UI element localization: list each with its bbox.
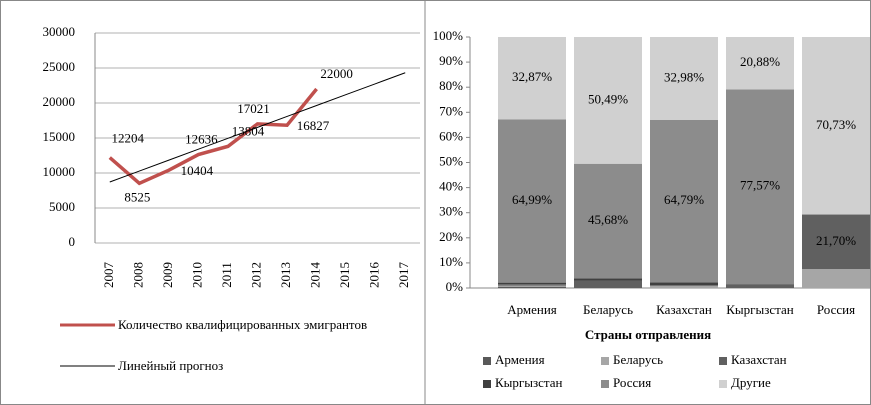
bar-segment [574, 37, 642, 164]
y-tick-label: 10% [439, 254, 463, 269]
series-line [109, 72, 406, 183]
bar-segment [498, 37, 566, 120]
bar-segment [802, 268, 870, 288]
y-tick-label: 70% [439, 103, 463, 118]
data-label: 20,88% [740, 54, 780, 69]
y-tick-label: 100% [433, 28, 464, 43]
data-label: 22000 [320, 66, 353, 81]
x-tick-label: 2010 [189, 262, 204, 288]
bar-segment [802, 37, 870, 215]
data-label: 10404 [181, 163, 214, 178]
legend-label: Линейный прогноз [118, 358, 224, 373]
x-tick-label: 2014 [308, 262, 323, 289]
y-tick-label: 5000 [49, 199, 75, 214]
bar-segment [574, 280, 642, 288]
y-tick-label: 15000 [43, 129, 76, 144]
y-tick-label: 0% [446, 279, 464, 294]
y-tick-label: 20% [439, 229, 463, 244]
x-tick-label: 2011 [219, 262, 234, 288]
x-tick-label: 2016 [367, 262, 382, 289]
data-label: 77,57% [740, 178, 780, 193]
data-label: 64,79% [664, 192, 704, 207]
series-line [108, 87, 318, 186]
data-label: 64,99% [512, 192, 552, 207]
y-tick-label: 90% [439, 53, 463, 68]
legend-label: Россия [613, 375, 651, 390]
x-tick-label: Казахстан [656, 302, 712, 317]
legend-swatch [601, 357, 609, 365]
data-label: 12636 [185, 132, 218, 147]
bar-segment [650, 119, 718, 283]
y-tick-label: 40% [439, 179, 463, 194]
y-tick-label: 30% [439, 204, 463, 219]
x-tick-label: 2007 [101, 262, 116, 289]
data-label: 70,73% [816, 117, 856, 132]
y-tick-label: 30000 [43, 24, 76, 39]
data-label: 17021 [237, 101, 270, 116]
y-tick-label: 25000 [43, 59, 76, 74]
data-label: 32,87% [512, 69, 552, 84]
bar-segment [650, 285, 718, 288]
legend-label: Казахстан [731, 352, 787, 367]
y-tick-label: 60% [439, 128, 463, 143]
legend-swatch [483, 357, 491, 365]
legend-item: Линейный прогноз [118, 358, 224, 373]
legend-swatch [601, 380, 609, 388]
legend-label: Беларусь [613, 352, 663, 367]
data-label: 45,68% [588, 212, 628, 227]
x-tick-label: 2009 [160, 262, 175, 288]
bar-segment [498, 285, 566, 287]
x-tick-label: 2012 [248, 262, 263, 288]
legend-label: Количество квалифицированных эмигрантов [118, 317, 368, 332]
legend-swatch [719, 357, 727, 365]
bar-segment [574, 278, 642, 281]
data-label: 32,98% [664, 69, 704, 84]
bar-segment [498, 119, 566, 283]
bar-segment [498, 282, 566, 285]
y-tick-label: 50% [439, 153, 463, 168]
y-tick-label: 20000 [43, 94, 76, 109]
legend-item: Количество квалифицированных эмигрантов [118, 317, 368, 332]
data-label: 16827 [297, 118, 330, 133]
x-tick-label: 2013 [278, 262, 293, 288]
x-tick-label: 2008 [130, 262, 145, 288]
bar-segment [574, 163, 642, 279]
x-tick-label: Кыргызстан [726, 302, 793, 317]
bar-segment [802, 214, 870, 269]
bar-segment [726, 284, 794, 288]
bar-segment [726, 89, 794, 285]
x-tick-label: 2017 [396, 262, 411, 289]
data-label: 8525 [124, 189, 150, 204]
bar-segment [650, 282, 718, 286]
data-label: 21,70% [816, 233, 856, 248]
y-tick-label: 0 [69, 234, 76, 249]
bar-segment [726, 37, 794, 90]
legend-label: Армения [495, 352, 545, 367]
y-tick-label: 80% [439, 78, 463, 93]
legend-swatch [719, 380, 727, 388]
legend-swatch [483, 380, 491, 388]
y-tick-label: 10000 [43, 164, 76, 179]
data-label: 50,49% [588, 91, 628, 106]
legend-label: Кыргызстан [495, 375, 562, 390]
data-label: 12204 [112, 131, 145, 146]
x-tick-label: Россия [817, 302, 855, 317]
x-tick-label: Армения [507, 302, 557, 317]
x-tick-label: 2015 [337, 262, 352, 288]
legend-label: Другие [731, 375, 771, 390]
bar-segment [498, 286, 566, 288]
x-axis-title: Страны отправления [585, 327, 711, 342]
bar-segment [650, 37, 718, 120]
bar-segment [498, 284, 566, 286]
x-tick-label: Беларусь [583, 302, 633, 317]
